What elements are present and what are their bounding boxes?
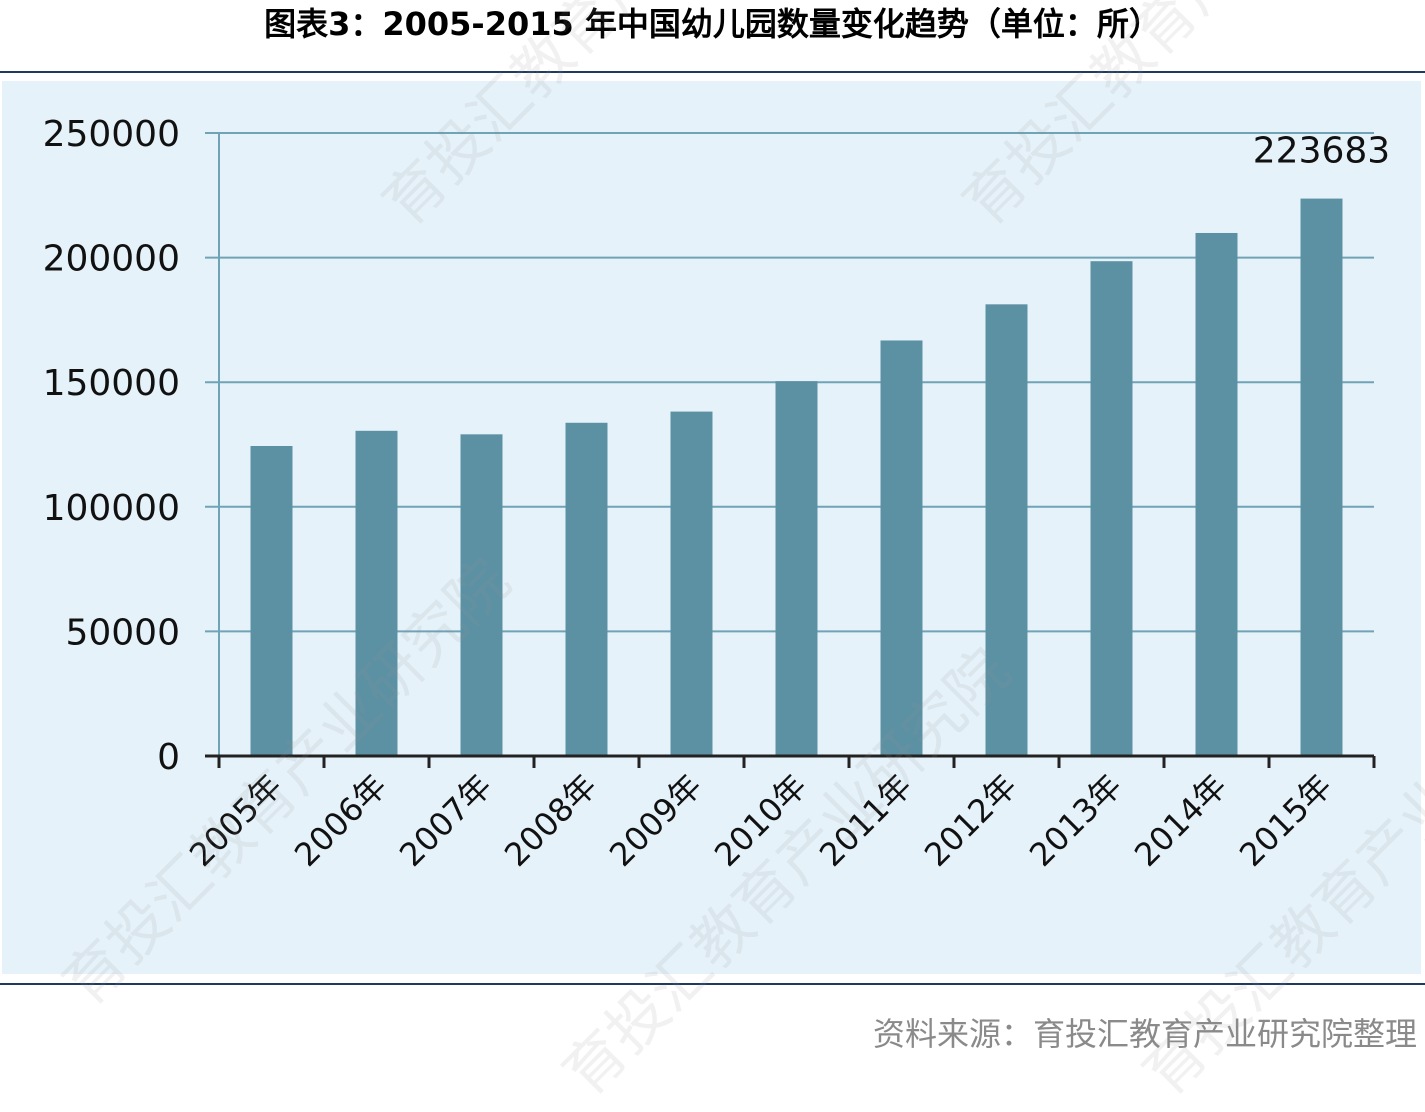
data-label: 223683 <box>1253 131 1390 172</box>
bar <box>250 445 293 756</box>
x-tick-label: 2010年 <box>707 767 814 874</box>
y-tick-label: 150000 <box>43 363 180 404</box>
x-tick-label: 2007年 <box>392 767 499 874</box>
bar <box>985 304 1028 756</box>
bar <box>670 411 713 756</box>
x-tick-label: 2011年 <box>812 767 919 874</box>
y-tick-label: 250000 <box>43 114 180 155</box>
bar <box>355 430 398 756</box>
bar <box>775 381 818 756</box>
bottom-divider <box>0 983 1425 985</box>
bar <box>460 434 503 756</box>
bar <box>1300 198 1343 756</box>
y-tick-label: 200000 <box>43 239 180 280</box>
x-tick-label: 2008年 <box>497 767 604 874</box>
chart-title: 图表3：2005-2015 年中国幼儿园数量变化趋势（单位：所） <box>264 5 1161 43</box>
top-divider <box>0 71 1425 73</box>
x-tick-label: 2009年 <box>602 767 709 874</box>
x-tick-label: 2014年 <box>1127 767 1234 874</box>
x-tick-label: 2005年 <box>182 767 289 874</box>
x-tick-label: 2006年 <box>287 767 394 874</box>
bar-chart: 0 50000 100000 150000 200000 250000 2005年2006年… <box>43 114 1391 874</box>
source-note: 资料来源：育投汇教育产业研究院整理 <box>872 1015 1417 1053</box>
bar <box>1195 232 1238 756</box>
chart-panel: 0 50000 100000 150000 200000 250000 2005年 2006年… <box>2 81 1421 974</box>
bar <box>565 422 608 756</box>
y-tick-label: 50000 <box>65 612 180 653</box>
y-tick-label: 100000 <box>43 488 180 529</box>
bar <box>1090 261 1133 756</box>
x-tick-label: 2013年 <box>1022 767 1129 874</box>
y-tick-label: 0 <box>157 737 180 778</box>
x-tick-label: 2015年 <box>1232 767 1339 874</box>
bar <box>880 340 923 756</box>
x-tick-label: 2012年 <box>917 767 1024 874</box>
